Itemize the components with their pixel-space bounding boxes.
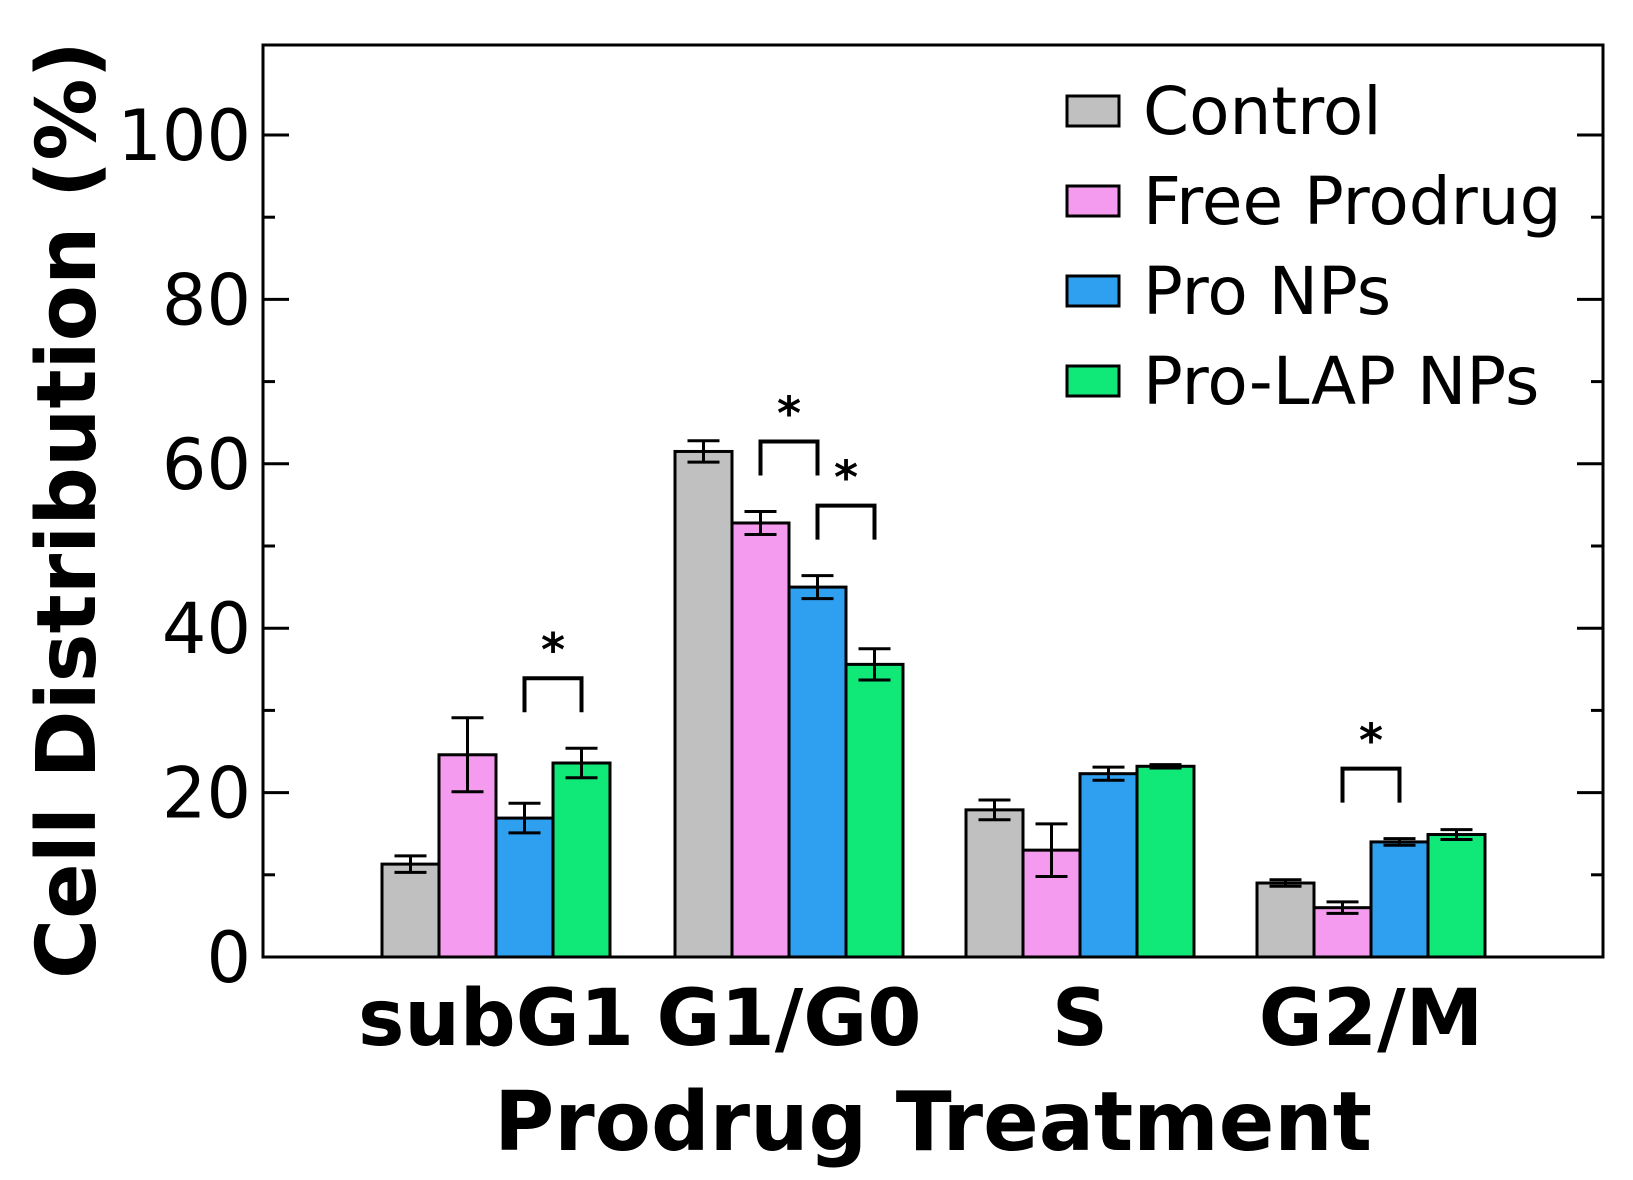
legend: Control Free Prodrug Pro NPs Pro-LAP NPs [1065, 73, 1562, 420]
bar [844, 662, 905, 959]
bar [787, 585, 848, 959]
bars [380, 439, 1487, 959]
x-tick-label: S [1052, 974, 1108, 1064]
significance-bracket [815, 503, 877, 540]
legend-swatch [1065, 184, 1121, 218]
legend-swatch [1065, 364, 1121, 398]
y-axis-title: Cell Distribution (%) [20, 41, 115, 979]
significance-star: * [541, 623, 565, 677]
bar [1078, 772, 1139, 959]
plot-area [261, 43, 1605, 959]
bar [380, 862, 441, 959]
y-tick-label: 100 [117, 95, 251, 177]
y-tick-label: 0 [206, 917, 251, 999]
y-tick-label: 60 [162, 424, 251, 506]
significance-bracket [522, 676, 584, 713]
significance-star: * [1359, 714, 1383, 768]
bar [673, 449, 734, 959]
significance-star: * [834, 451, 858, 505]
bar [1255, 881, 1316, 959]
significance-brackets: * * * * [522, 386, 1402, 803]
significance-bracket [758, 439, 820, 476]
legend-label: Pro-LAP NPs [1143, 343, 1539, 420]
significance-bracket [1340, 766, 1402, 803]
bar [964, 808, 1025, 959]
legend-swatch [1065, 274, 1121, 308]
bar [551, 761, 612, 959]
x-axis-title: Prodrug Treatment [494, 1075, 1372, 1170]
axis-labels: 0 20 40 60 80 100 subG1 G1/G0 S G2/M Prodrug Treat… [20, 41, 1483, 1170]
bar [1369, 840, 1430, 959]
bar [1135, 764, 1196, 959]
bar [494, 816, 555, 959]
plot-frame [261, 43, 1605, 959]
legend-label: Pro NPs [1143, 253, 1391, 330]
bar [730, 521, 791, 959]
x-tick-label: G2/M [1259, 974, 1483, 1064]
significance-star: * [777, 386, 801, 440]
y-tick-label: 40 [162, 588, 251, 670]
y-tick-label: 20 [162, 753, 251, 835]
x-tick-label: G1/G0 [656, 974, 921, 1064]
legend-label: Control [1143, 73, 1382, 150]
x-tick-label: subG1 [358, 974, 634, 1064]
legend-label: Free Prodrug [1143, 163, 1562, 240]
bar [1312, 906, 1373, 959]
bar [1426, 833, 1487, 959]
legend-swatch [1065, 94, 1121, 128]
y-tick-label: 80 [162, 259, 251, 341]
